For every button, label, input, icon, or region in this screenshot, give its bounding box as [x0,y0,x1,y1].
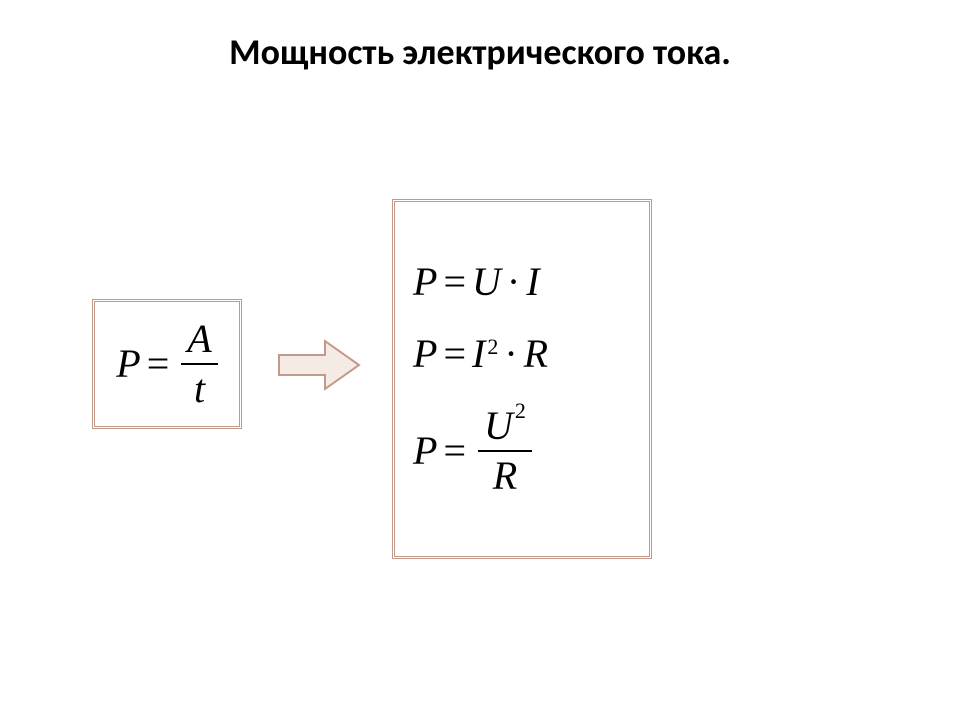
equals-sign: = [443,260,466,304]
equals-sign: = [443,332,466,376]
multiply-dot: · [504,332,517,376]
var-I: I [526,260,539,304]
numerator-A: A [181,317,217,361]
denominator-t: t [188,367,211,411]
formula-box-derived: P = U · I P = I2 · R P = U2 R [392,199,652,559]
var-P: P [116,342,140,386]
equals-sign: = [147,342,170,386]
multiply-dot: · [507,260,520,304]
var-U: U [472,260,501,304]
var-I: I [472,332,485,376]
fraction-A-over-t: A t [181,317,217,411]
fraction-bar [181,363,217,365]
formula-P-I2R: P = I2 · R [413,332,548,376]
var-P: P [413,260,437,304]
equals-sign: = [443,429,466,473]
formula-P-U2R: P = U2 R [413,404,532,498]
exponent-2: 2 [515,398,526,423]
var-P: P [413,332,437,376]
var-U: U [484,403,513,448]
formula-P-UI: P = U · I [413,260,540,304]
denominator-R: R [487,454,523,498]
var-P: P [413,429,437,473]
arrow-right-icon [275,337,365,393]
numerator-U2: U2 [478,404,532,448]
fraction-bar [478,450,532,452]
page-title: Мощность электрического тока. [0,0,960,74]
content-area: P = A t P = U · I P = I2 · R P [0,74,960,674]
fraction-U2-over-R: U2 R [478,404,532,498]
exponent-2: 2 [487,335,498,359]
var-R: R [524,332,548,376]
formula-box-definition: P = A t [92,299,242,429]
formula-power-definition: P = A t [116,317,217,411]
